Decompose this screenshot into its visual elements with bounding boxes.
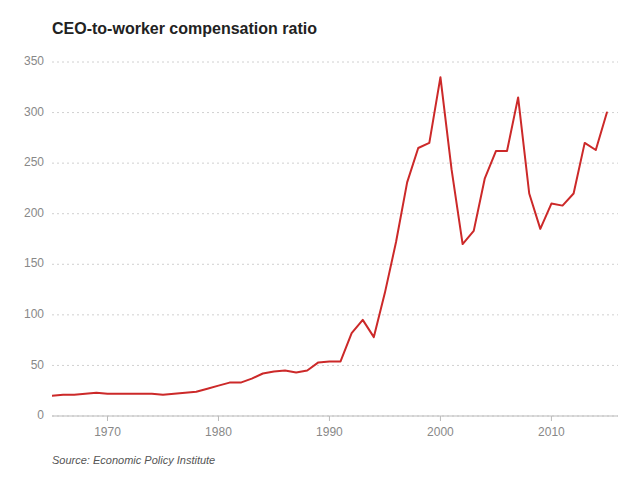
y-tick-label: 350 [24, 54, 44, 68]
grid-line [52, 62, 618, 63]
y-tick-label: 250 [24, 155, 44, 169]
x-tick-label: 1980 [205, 425, 232, 439]
x-tick-label: 2010 [538, 425, 565, 439]
chart-title: CEO-to-worker compensation ratio [52, 20, 317, 37]
plot-area [52, 77, 607, 396]
y-tick-label: 50 [31, 358, 45, 372]
x-tick [551, 416, 552, 421]
x-tick [107, 416, 108, 421]
source-note: Source: Economic Policy Institute [52, 454, 215, 466]
data-line [52, 77, 607, 396]
x-axis: 1970 1980 1990 2000 2010 [52, 416, 618, 439]
x-tick-label: 1990 [316, 425, 343, 439]
y-axis: 0 50 100 150 200 250 300 350 [24, 54, 44, 422]
y-grid [52, 62, 618, 416]
x-tick [440, 416, 441, 421]
grid-line [52, 213, 618, 214]
y-tick-label: 300 [24, 105, 44, 119]
grid-line [52, 416, 618, 417]
x-axis-line [52, 416, 618, 417]
grid-line [52, 365, 618, 366]
grid-line [52, 112, 618, 113]
x-tick-label: 2000 [427, 425, 454, 439]
y-tick-label: 150 [24, 256, 44, 270]
grid-line [52, 314, 618, 315]
chart-container: 0 50 100 150 200 250 300 350 1970 1980 1990 2000 201… [0, 0, 640, 478]
x-tick [218, 416, 219, 421]
x-tick [329, 416, 330, 421]
grid-line [52, 264, 618, 265]
grid-line [52, 163, 618, 164]
y-tick-label: 100 [24, 307, 44, 321]
y-tick-label: 0 [37, 408, 44, 422]
x-tick-label: 1970 [94, 425, 121, 439]
y-tick-label: 200 [24, 206, 44, 220]
chart-svg: 0 50 100 150 200 250 300 350 1970 1980 1990 2000 201… [0, 0, 640, 478]
